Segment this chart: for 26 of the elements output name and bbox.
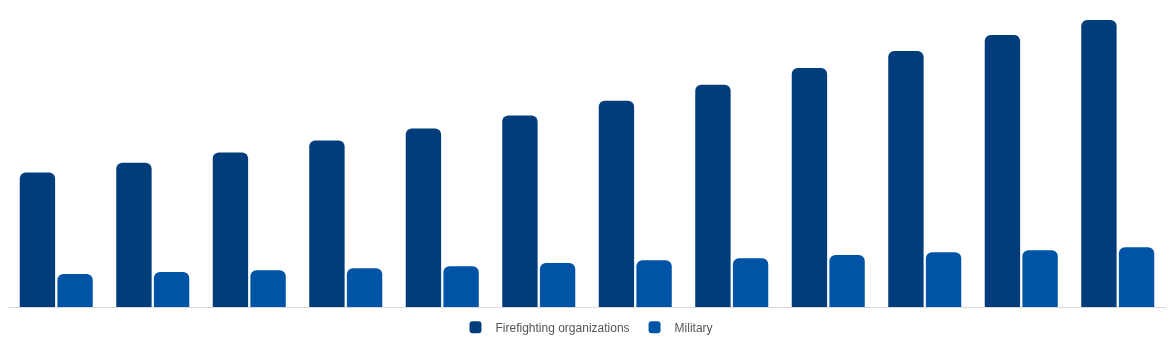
bar	[539, 263, 576, 307]
bar	[888, 51, 924, 307]
bar	[116, 162, 152, 307]
bar	[212, 152, 249, 307]
bar	[19, 172, 56, 307]
bar	[502, 115, 538, 307]
bar	[57, 274, 93, 307]
legend-label: Military	[674, 320, 713, 335]
bar	[153, 271, 190, 307]
bar	[791, 67, 828, 307]
bar	[443, 266, 479, 307]
bar	[1118, 247, 1155, 307]
legend-label: Firefighting organizations	[495, 320, 630, 335]
bar	[309, 140, 345, 307]
bar	[346, 268, 383, 307]
bar	[925, 252, 962, 307]
bar	[829, 255, 865, 307]
bar	[598, 100, 635, 307]
bar	[732, 258, 769, 307]
bar	[984, 34, 1021, 307]
bar	[1081, 20, 1117, 307]
bar	[636, 260, 672, 307]
bar	[695, 84, 731, 307]
bar	[405, 128, 442, 307]
bar	[250, 270, 286, 307]
bar	[1022, 250, 1058, 307]
